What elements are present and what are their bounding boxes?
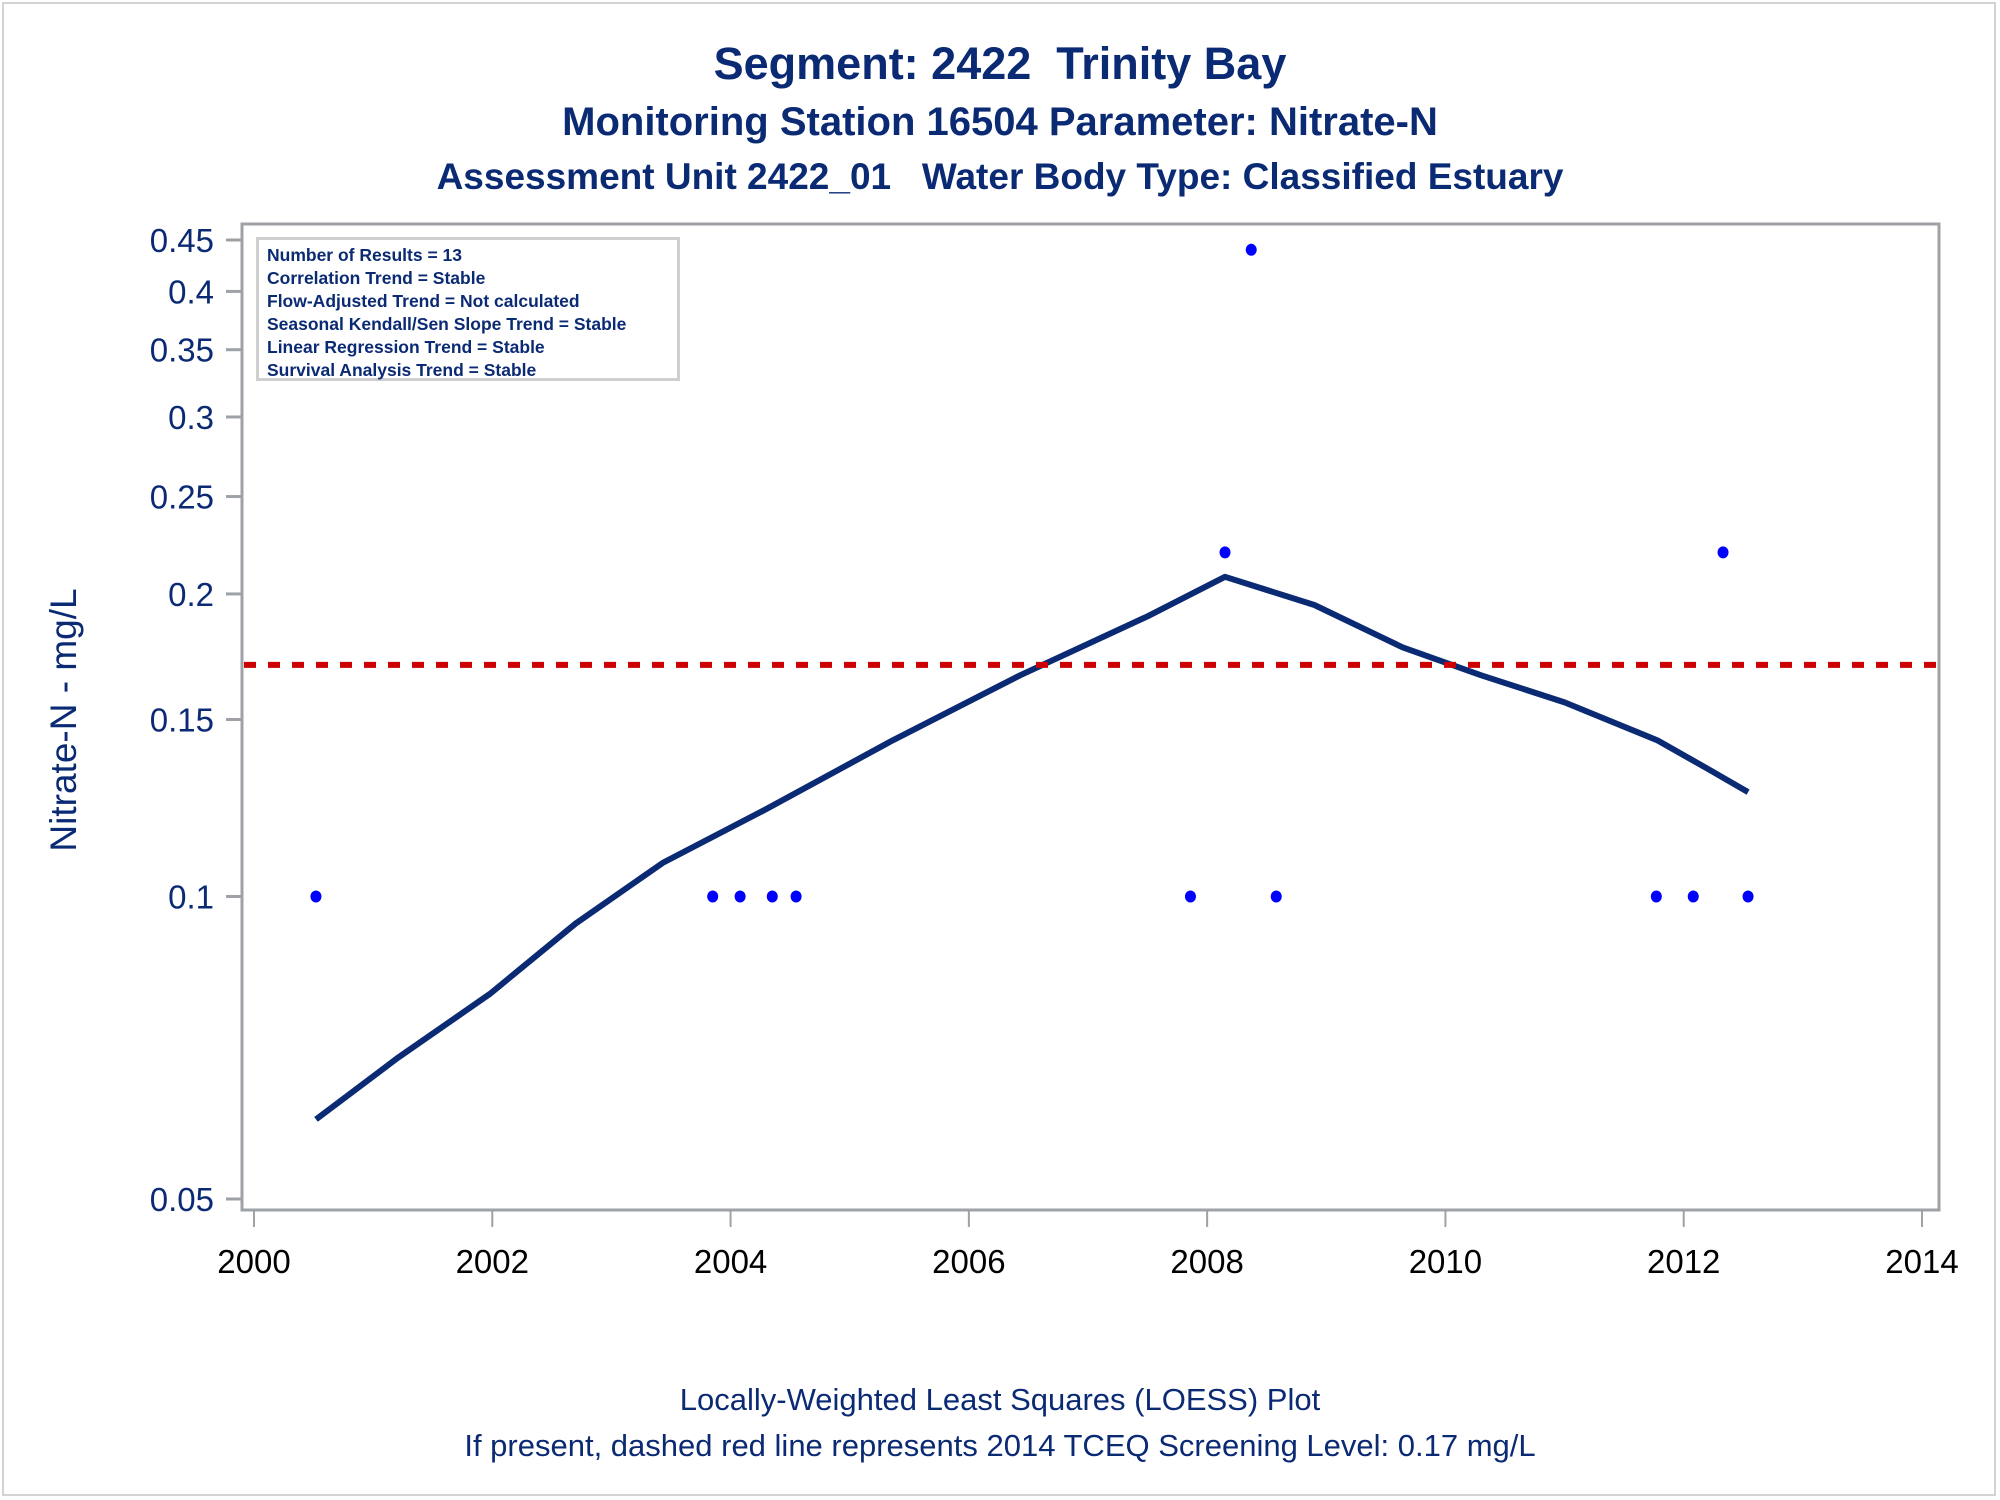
y-tick-label: 0.35 xyxy=(150,332,214,369)
stats-box: Number of Results = 13 Correlation Trend… xyxy=(256,237,680,381)
x-tick-label: 2010 xyxy=(1409,1243,1482,1280)
x-tick-label: 2004 xyxy=(694,1243,767,1280)
data-point xyxy=(1184,890,1196,903)
data-point xyxy=(790,890,802,903)
data-point xyxy=(1742,890,1754,903)
x-tick-label: 2000 xyxy=(217,1243,290,1280)
data-point xyxy=(1245,243,1257,256)
data-point xyxy=(1219,546,1231,559)
data-point xyxy=(1270,890,1282,903)
data-point xyxy=(1650,890,1662,903)
stats-seasonal-kendall-trend: Seasonal Kendall/Sen Slope Trend = Stabl… xyxy=(267,314,627,334)
y-tick-label: 0.4 xyxy=(168,273,214,310)
x-tick-label: 2014 xyxy=(1885,1243,1958,1280)
stats-flow-adjusted-trend: Flow-Adjusted Trend = Not calculated xyxy=(267,291,580,311)
y-tick-label: 0.25 xyxy=(150,479,214,516)
data-point xyxy=(1717,546,1729,559)
data-point xyxy=(734,890,746,903)
y-tick-label: 0.2 xyxy=(168,576,214,613)
y-tick-label: 0.1 xyxy=(168,878,214,915)
x-tick-label: 2012 xyxy=(1647,1243,1720,1280)
chart-title: Segment: 2422 Trinity Bay xyxy=(713,38,1287,89)
data-point xyxy=(310,890,322,903)
chart-subtitle-2: Assessment Unit 2422_01 Water Body Type:… xyxy=(436,156,1564,197)
y-axis-label: Nitrate-N - mg/L xyxy=(43,588,84,851)
stats-correlation-trend: Correlation Trend = Stable xyxy=(267,268,486,288)
x-tick-label: 2002 xyxy=(456,1243,529,1280)
data-point xyxy=(1687,890,1699,903)
chart-subtitle: Monitoring Station 16504 Parameter: Nitr… xyxy=(562,100,1438,144)
loess-curve xyxy=(314,573,1750,1122)
stats-number-of-results: Number of Results = 13 xyxy=(267,245,462,265)
y-tick-label: 0.45 xyxy=(150,222,214,259)
x-tick-label: 2008 xyxy=(1170,1243,1243,1280)
data-point xyxy=(766,890,778,903)
y-tick-label: 0.05 xyxy=(150,1181,214,1218)
y-tick-label: 0.3 xyxy=(168,399,214,436)
footnote-screening-level: If present, dashed red line represents 2… xyxy=(464,1428,1536,1463)
y-tick-label: 0.15 xyxy=(150,702,214,739)
data-point xyxy=(707,890,719,903)
x-tick-label: 2006 xyxy=(932,1243,1005,1280)
stats-survival-analysis-trend: Survival Analysis Trend = Stable xyxy=(267,360,537,380)
stats-linear-regression-trend: Linear Regression Trend = Stable xyxy=(267,337,545,357)
plot-frame xyxy=(240,222,1941,1212)
footnote-loess: Locally-Weighted Least Squares (LOESS) P… xyxy=(679,1382,1321,1417)
